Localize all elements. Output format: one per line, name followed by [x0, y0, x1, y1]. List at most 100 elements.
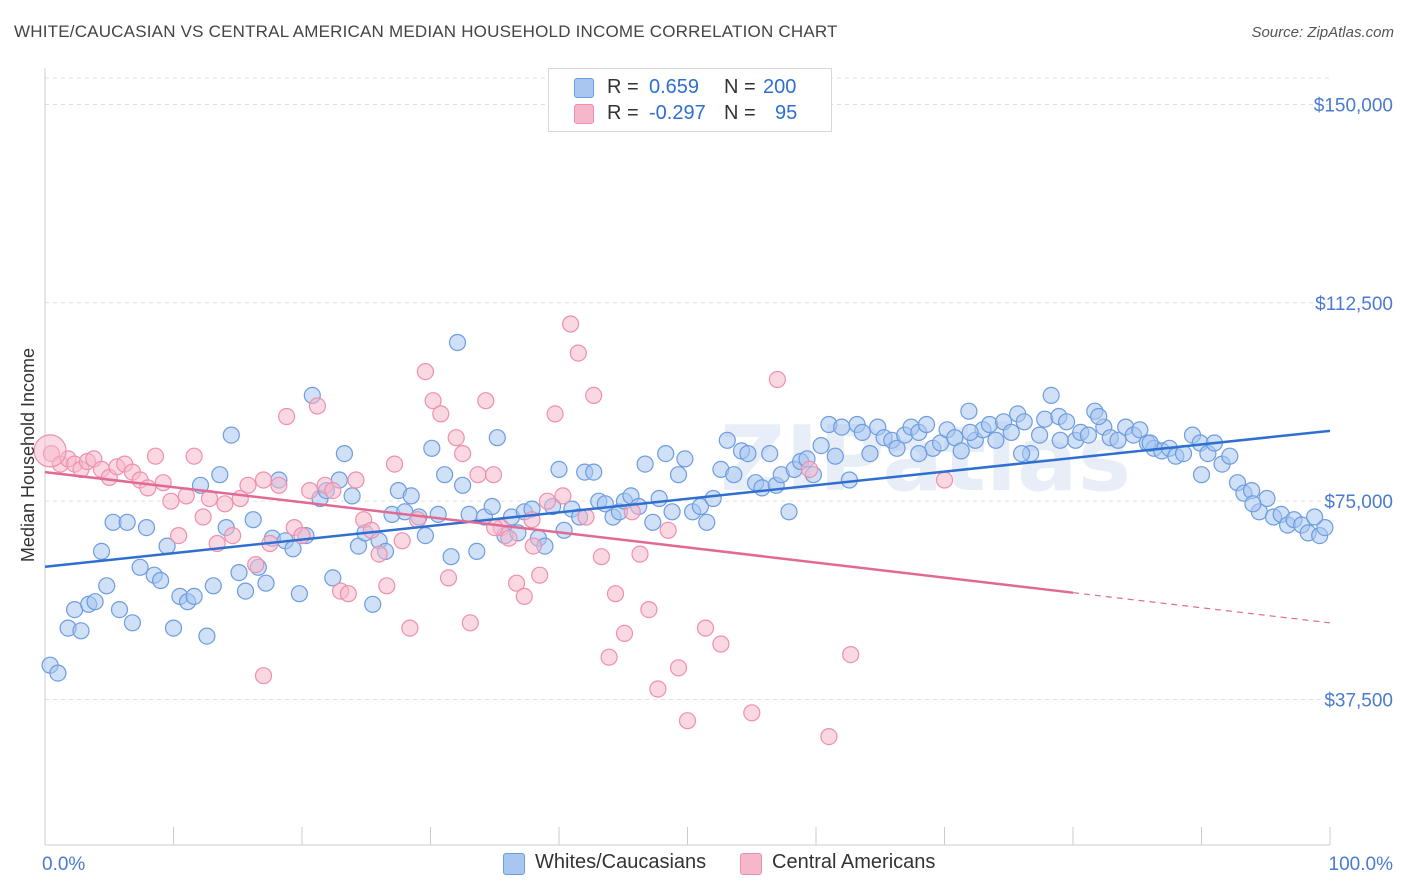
data-point [538, 492, 557, 510]
data-point [1002, 423, 1020, 441]
data-point [820, 727, 838, 746]
data-point [370, 545, 388, 563]
data-point [555, 521, 573, 539]
data-point [454, 476, 472, 494]
y-tick-label: $112,500 [1315, 294, 1393, 315]
data-point [960, 402, 978, 420]
data-point [1030, 426, 1049, 444]
legend-swatch-whites [574, 78, 594, 98]
data-point [339, 585, 357, 603]
data-point [780, 503, 798, 521]
data-point [561, 315, 580, 333]
data-point [362, 521, 380, 539]
data-point [739, 445, 757, 463]
data-point [442, 548, 460, 566]
chart-title: WHITE/CAUCASIAN VS CENTRAL AMERICAN MEDI… [14, 22, 838, 41]
data-point [987, 431, 1005, 449]
data-point [592, 548, 611, 566]
trend-line-1 [44, 470, 1074, 594]
data-point [86, 593, 104, 611]
data-point [335, 445, 353, 463]
data-point [1131, 421, 1149, 439]
data-point [800, 460, 819, 478]
data-point [606, 585, 625, 603]
data-point [469, 466, 487, 484]
data-point [657, 445, 675, 463]
series-whites-points [41, 333, 1334, 682]
data-point [343, 487, 361, 505]
data-point [244, 511, 262, 529]
data-point [270, 476, 288, 494]
data-point [1042, 386, 1060, 404]
data-point [1036, 410, 1054, 428]
data-point [401, 619, 419, 637]
data-point [123, 614, 141, 632]
data-point [402, 487, 420, 505]
data-point [1051, 431, 1069, 449]
data-point [393, 532, 411, 550]
data-point [1079, 426, 1098, 444]
data-point [888, 439, 906, 457]
data-point [678, 712, 697, 730]
y-axis-title: Median Household Income [18, 348, 38, 562]
data-point [952, 442, 970, 460]
data-point [364, 595, 382, 613]
data-point [477, 392, 495, 410]
data-point [164, 619, 183, 637]
data-point [600, 648, 618, 666]
data-point [224, 526, 242, 545]
data-point [198, 627, 216, 645]
data-point [416, 526, 434, 545]
data-point [290, 585, 308, 603]
data-point [483, 497, 501, 516]
data-point [254, 471, 273, 489]
data-point [488, 429, 506, 447]
data-point [118, 513, 136, 531]
data-point [698, 513, 716, 531]
data-point [230, 563, 248, 582]
data-point [615, 624, 634, 643]
data-point [649, 680, 667, 698]
data-point [204, 577, 222, 595]
data-point [650, 489, 668, 508]
data-point [833, 418, 851, 436]
data-point [254, 667, 273, 685]
legend-n-value: 95 [775, 102, 798, 124]
y-tick-labels: $37,500 $75,000 $112,500 $150,000 [1314, 95, 1393, 711]
data-point [423, 439, 441, 457]
data-point [170, 526, 188, 545]
data-point [146, 447, 165, 465]
data-point [550, 460, 568, 478]
data-point [432, 405, 450, 423]
data-point [448, 333, 467, 352]
data-point [436, 466, 454, 484]
data-point [216, 495, 234, 513]
data-point [917, 415, 936, 434]
data-point [447, 429, 465, 447]
data-point [301, 482, 319, 500]
data-point [484, 466, 503, 484]
data-point [659, 521, 677, 539]
legend-row-whites: R = 0.659 N = 200 [549, 74, 831, 102]
data-point [980, 415, 999, 434]
legend-r-value: 0.659 [649, 76, 700, 98]
data-point [162, 492, 180, 510]
data-point [935, 471, 954, 489]
x-tick-label-end: 100.0% [1329, 854, 1394, 875]
data-point [669, 659, 688, 677]
data-point [98, 577, 116, 595]
data-point [718, 431, 736, 449]
y-tick-label: $150,000 [1314, 95, 1393, 116]
series-central-americans-points [33, 315, 954, 746]
data-point [385, 455, 404, 473]
legend-row-central-americans: R = -0.297 N = 95 [549, 100, 831, 128]
legend-r-value: -0.297 [649, 102, 706, 124]
legend-n-label: N = [724, 76, 756, 98]
data-point [324, 482, 342, 500]
data-point [110, 600, 129, 619]
data-point [137, 518, 156, 537]
x-tick-label-start: 0.0% [42, 854, 85, 875]
legend-n-label: N = [724, 102, 756, 124]
data-point [468, 542, 486, 561]
data-point [725, 466, 743, 484]
